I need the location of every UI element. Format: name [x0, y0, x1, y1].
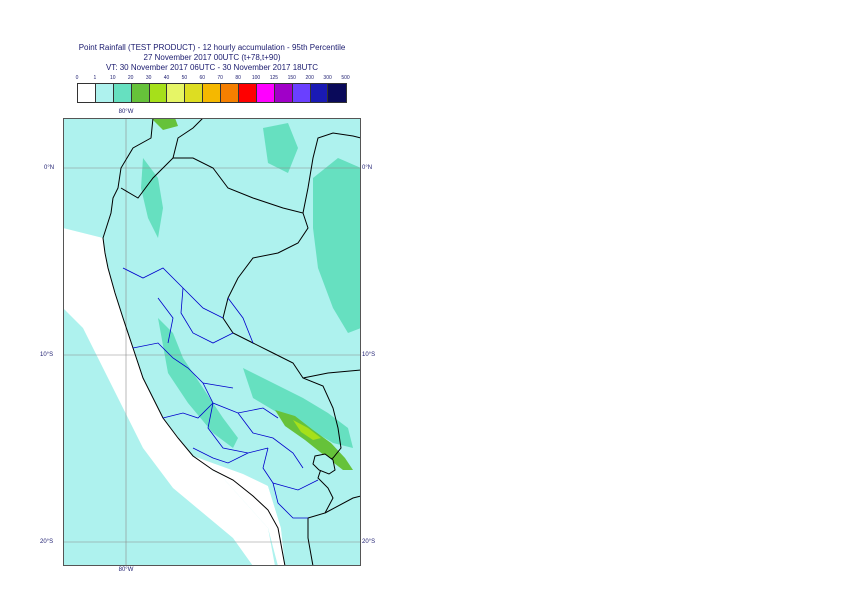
- legend-threshold-label: 150: [287, 75, 296, 81]
- legend-threshold-label: 300: [323, 75, 332, 81]
- legend-threshold-label: 500: [341, 75, 350, 81]
- legend-swatch: [203, 84, 222, 102]
- lat-label-right-20s: 20°S: [362, 539, 376, 545]
- rain-cell-medium: [158, 318, 238, 448]
- legend-threshold-label: 50: [181, 75, 188, 81]
- legend-swatch: [256, 84, 275, 102]
- legend-labels: 0 1 10 20 30 40 50 60 70 80 100 125 150 200 300 500: [68, 75, 358, 85]
- legend-swatch: [221, 84, 240, 102]
- rain-cell-medium: [313, 158, 361, 333]
- lake-titicaca: [312, 453, 336, 475]
- legend-threshold-label: 80: [235, 75, 241, 81]
- lat-label-right-0: 0°N: [362, 165, 373, 171]
- legend-threshold-label: 200: [305, 75, 314, 81]
- legend-threshold-label: 70: [217, 75, 223, 81]
- legend-swatch: [78, 84, 96, 102]
- base-time: 27 November 2017 00UTC (t+78,t+90): [143, 53, 281, 62]
- legend-swatch: [292, 84, 311, 102]
- legend-swatch: [239, 84, 257, 102]
- legend-threshold-label: 30: [145, 75, 152, 81]
- legend-threshold-label: 60: [199, 75, 206, 81]
- rain-cell-medium: [141, 158, 163, 238]
- legend-threshold-label: 20: [127, 75, 134, 81]
- lon-label-bottom: 80°W: [118, 567, 134, 573]
- rainfall-map: [63, 118, 361, 566]
- map-frame: [63, 118, 361, 566]
- lon-label-top: 80°W: [118, 109, 134, 115]
- legend-threshold-label: 0: [75, 75, 79, 81]
- department-boundaries: [122, 267, 319, 519]
- legend-threshold-label: 40: [163, 75, 170, 81]
- rain-core-green: [151, 118, 178, 130]
- legend-threshold-label: 100: [251, 75, 261, 81]
- lat-label-left-10s: 10°S: [40, 352, 54, 358]
- lat-label-left-20s: 20°S: [40, 539, 54, 545]
- legend-swatch: [167, 84, 186, 102]
- rain-cell-medium: [243, 368, 353, 448]
- legend-threshold-label: 125: [269, 75, 279, 81]
- coastline: [102, 118, 286, 566]
- rain-core-green: [275, 410, 353, 470]
- legend-swatch: [274, 84, 293, 102]
- rain-core-yellowgreen: [293, 420, 321, 440]
- rainfall-legend: [77, 83, 348, 103]
- legend-threshold-label: 10: [110, 75, 116, 81]
- dry-zone-offshore: [63, 228, 275, 566]
- rain-cell-medium: [263, 123, 298, 173]
- legend-threshold-label: 1: [93, 75, 97, 81]
- valid-time: VT: 30 November 2017 06UTC - 30 November…: [105, 63, 319, 72]
- map-title: Point Rainfall (TEST PRODUCT) - 12 hourl…: [78, 43, 346, 52]
- legend-swatch: [149, 84, 168, 102]
- legend-swatch: [310, 84, 329, 102]
- legend-swatch: [185, 84, 204, 102]
- lat-label-right-10s: 10°S: [362, 352, 376, 358]
- legend-swatch: [328, 84, 347, 102]
- legend-swatch: [95, 84, 114, 102]
- legend-swatch: [131, 84, 150, 102]
- legend-swatch: [113, 84, 132, 102]
- lat-label-left-0: 0°N: [44, 165, 55, 171]
